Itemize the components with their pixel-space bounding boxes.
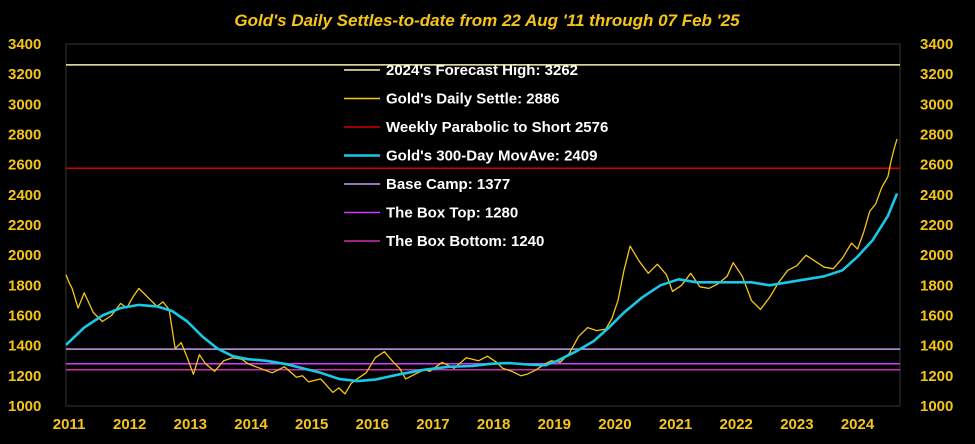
y-axis-left: 1000 1200 1400 1600 1800 2000 2200 2400 2600 2800… bbox=[8, 36, 41, 415]
y-tick-label-left: 1600 bbox=[8, 308, 41, 325]
y-tick-label-right: 1800 bbox=[920, 277, 953, 294]
legend-label: 2024's Forecast High: 3262 bbox=[386, 62, 578, 79]
series-line-1 bbox=[65, 193, 899, 383]
x-tick-label: 2021 bbox=[659, 416, 692, 433]
legend-label: The Box Top: 1280 bbox=[386, 205, 518, 222]
y-tick-label-right: 1000 bbox=[920, 398, 953, 415]
x-tick-label: 2012 bbox=[113, 416, 146, 433]
x-tick-label: 2024 bbox=[841, 416, 875, 433]
x-axis: 2011 2012 2013 2014 2015 2016 2017 2018 2019 2020… bbox=[53, 416, 875, 433]
y-axis-right: 1000 1200 1400 1600 1800 2000 2200 2400 2600 2800… bbox=[920, 36, 953, 415]
y-tick-label-left: 1000 bbox=[8, 398, 41, 415]
y-tick-label-right: 3000 bbox=[920, 96, 953, 113]
legend-label: Base Camp: 1377 bbox=[386, 176, 510, 193]
series-line-0 bbox=[65, 138, 898, 395]
x-tick-label: 2013 bbox=[174, 416, 207, 433]
x-tick-label: 2019 bbox=[538, 416, 571, 433]
plot-area bbox=[65, 43, 901, 407]
y-tick-label-right: 2200 bbox=[920, 217, 953, 234]
y-tick-label-right: 3400 bbox=[920, 36, 953, 53]
x-tick-label: 2011 bbox=[53, 416, 86, 433]
legend-label: Gold's 300-Day MovAve: 2409 bbox=[386, 148, 597, 165]
x-tick-label: 2015 bbox=[295, 416, 328, 433]
y-tick-label-left: 2600 bbox=[8, 157, 41, 174]
y-tick-label-left: 3200 bbox=[8, 66, 41, 83]
y-tick-label-right: 2800 bbox=[920, 127, 953, 144]
y-tick-label-left: 2000 bbox=[8, 247, 41, 264]
legend: 2024's Forecast High: 3262 Gold's Daily S… bbox=[344, 62, 608, 250]
y-tick-label-right: 2400 bbox=[920, 187, 953, 204]
y-tick-label-right: 2600 bbox=[920, 157, 953, 174]
x-tick-label: 2017 bbox=[416, 416, 449, 433]
legend-label: The Box Bottom: 1240 bbox=[386, 233, 544, 250]
y-tick-label-left: 1200 bbox=[8, 368, 41, 385]
y-tick-label-right: 1600 bbox=[920, 308, 953, 325]
legend-label: Gold's Daily Settle: 2886 bbox=[386, 91, 560, 108]
y-tick-label-right: 1400 bbox=[920, 338, 953, 355]
y-tick-label-left: 2800 bbox=[8, 127, 41, 144]
x-tick-label: 2022 bbox=[720, 416, 753, 433]
x-tick-label: 2018 bbox=[477, 416, 510, 433]
y-tick-label-left: 3000 bbox=[8, 96, 41, 113]
y-tick-label-left: 2400 bbox=[8, 187, 41, 204]
y-tick-label-right: 3200 bbox=[920, 66, 953, 83]
y-tick-label-left: 2200 bbox=[8, 217, 41, 234]
x-tick-label: 2016 bbox=[356, 416, 389, 433]
y-tick-label-left: 1800 bbox=[8, 277, 41, 294]
x-tick-label: 2020 bbox=[598, 416, 631, 433]
reference-lines bbox=[66, 64, 900, 371]
x-tick-label: 2014 bbox=[234, 416, 268, 433]
y-tick-label-right: 2000 bbox=[920, 247, 953, 264]
series-lines bbox=[65, 138, 899, 395]
chart-title: Gold's Daily Settles-to-date from 22 Aug… bbox=[234, 11, 740, 30]
y-tick-label-right: 1200 bbox=[920, 368, 953, 385]
y-tick-label-left: 3400 bbox=[8, 36, 41, 53]
legend-label: Weekly Parabolic to Short 2576 bbox=[386, 119, 608, 136]
x-tick-label: 2023 bbox=[780, 416, 813, 433]
y-tick-label-left: 1400 bbox=[8, 338, 41, 355]
